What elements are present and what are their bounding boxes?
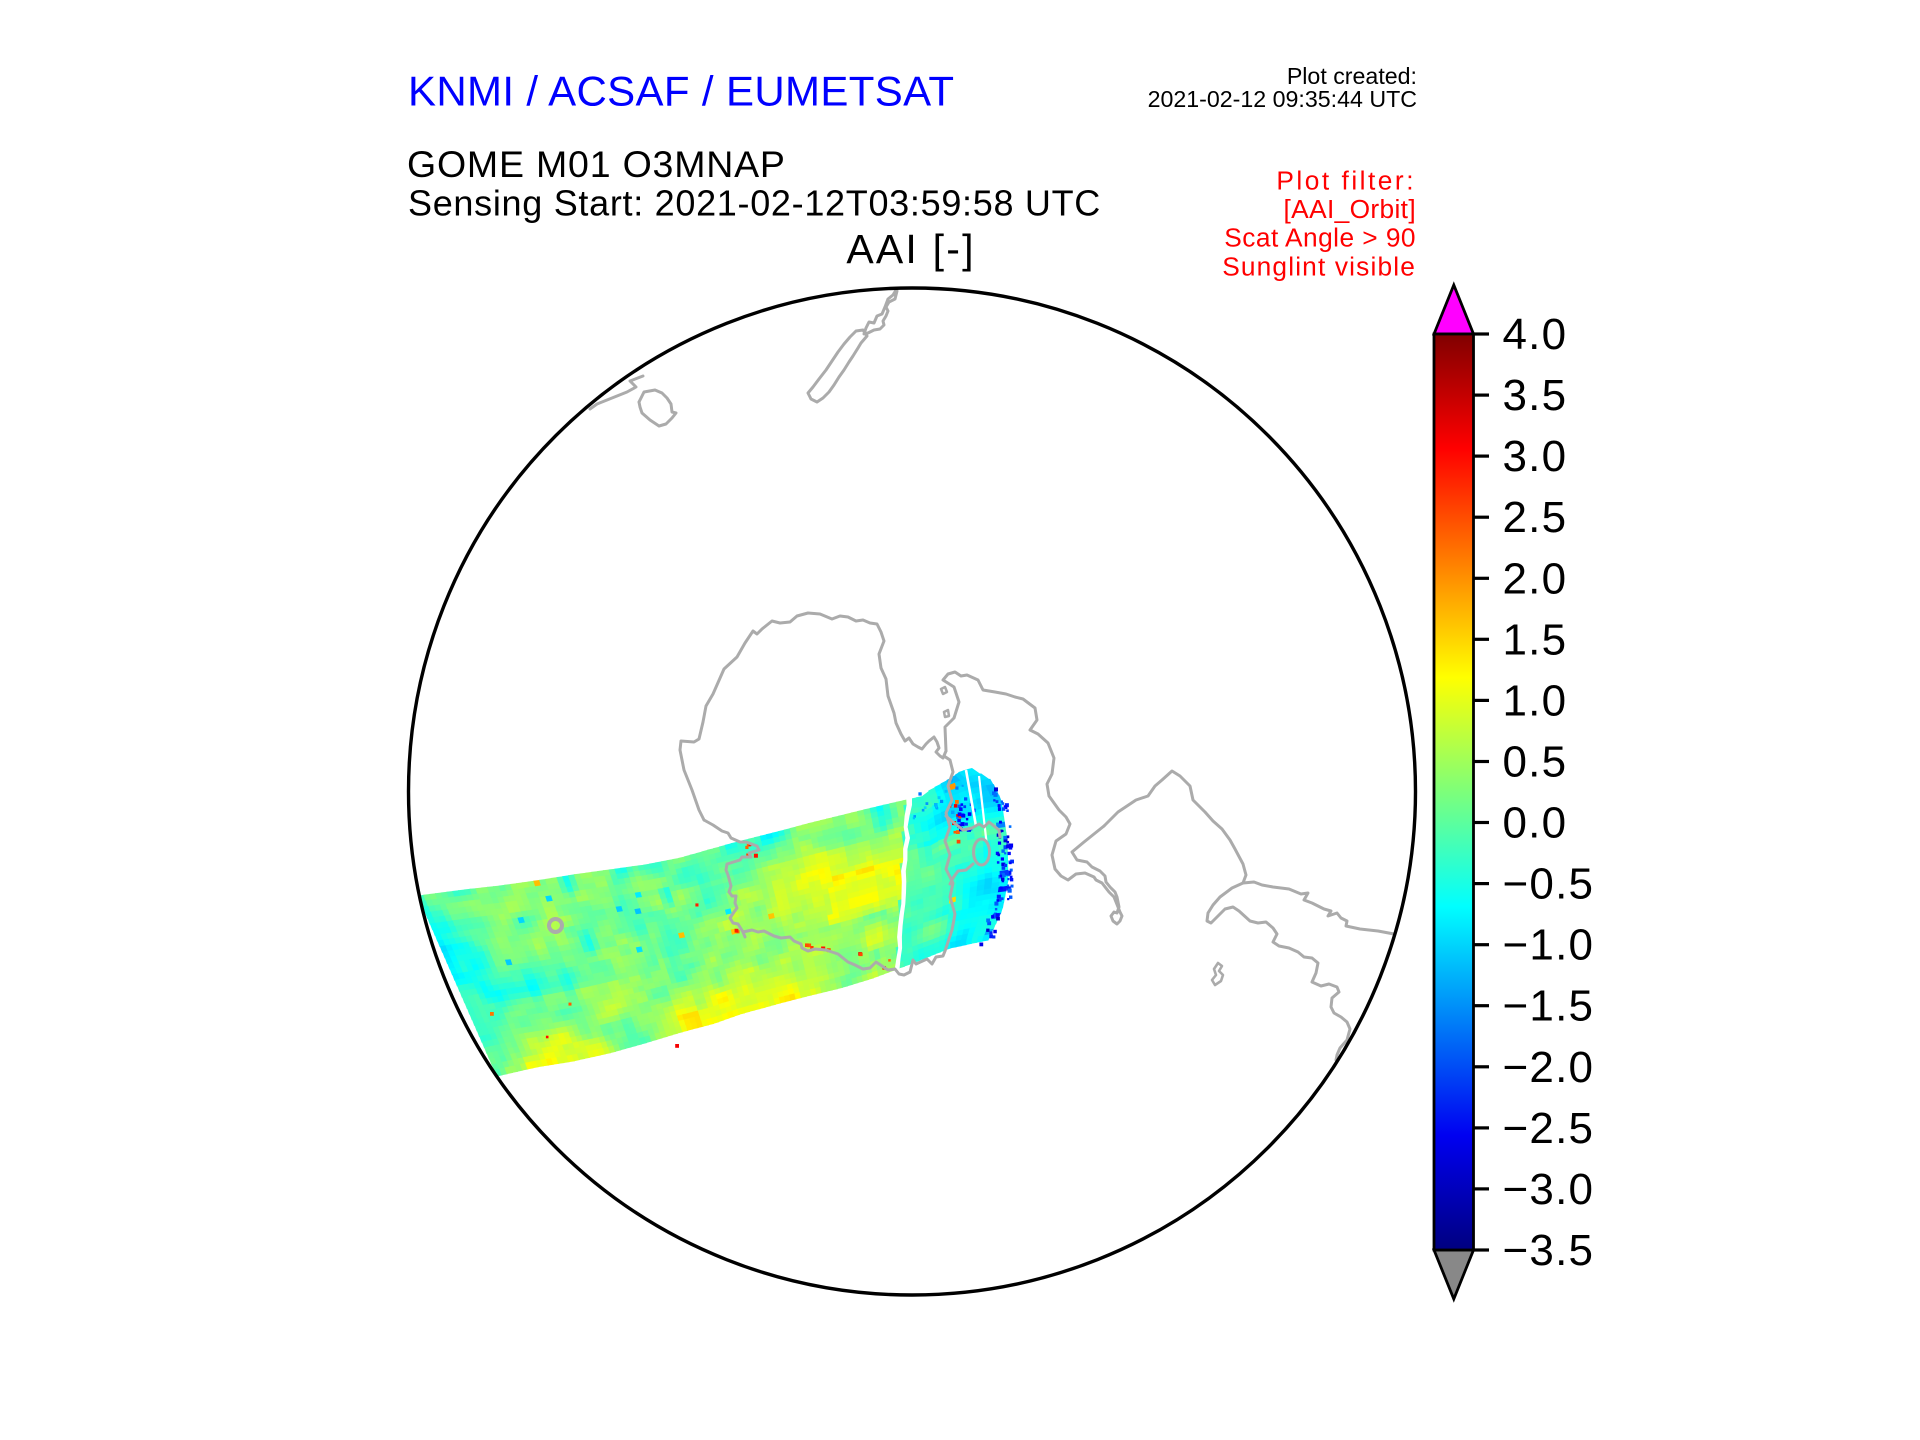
svg-text:[AAI_Orbit]: [AAI_Orbit] [1284, 194, 1416, 224]
svg-text:1.0: 1.0 [1503, 676, 1568, 725]
svg-text:−1.0: −1.0 [1503, 921, 1595, 970]
svg-text:−0.5: −0.5 [1503, 860, 1595, 909]
svg-text:Sensing Start: 2021-02-12T03:5: Sensing Start: 2021-02-12T03:59:58 UTC [408, 183, 1101, 224]
svg-text:AAI [-]: AAI [-] [846, 226, 975, 272]
svg-text:0.5: 0.5 [1503, 738, 1568, 787]
svg-text:−2.0: −2.0 [1503, 1043, 1595, 1092]
svg-text:2.5: 2.5 [1503, 493, 1568, 542]
svg-text:2021-02-12 09:35:44 UTC: 2021-02-12 09:35:44 UTC [1148, 86, 1417, 112]
svg-text:3.0: 3.0 [1503, 432, 1568, 481]
svg-text:KNMI / ACSAF / EUMETSAT: KNMI / ACSAF / EUMETSAT [408, 68, 954, 115]
svg-text:GOME M01 O3MNAP: GOME M01 O3MNAP [407, 143, 786, 185]
svg-text:2.0: 2.0 [1503, 554, 1568, 603]
svg-text:Plot filter:: Plot filter: [1276, 166, 1416, 196]
svg-text:Sunglint visible: Sunglint visible [1222, 251, 1416, 281]
svg-text:Plot created:: Plot created: [1287, 63, 1417, 89]
svg-text:−2.5: −2.5 [1503, 1104, 1595, 1153]
svg-text:Scat Angle > 90: Scat Angle > 90 [1224, 223, 1416, 253]
svg-text:0.0: 0.0 [1503, 799, 1568, 848]
svg-text:1.5: 1.5 [1503, 615, 1568, 664]
svg-text:−3.5: −3.5 [1503, 1226, 1595, 1275]
svg-text:−1.5: −1.5 [1503, 982, 1595, 1031]
svg-text:−3.0: −3.0 [1503, 1165, 1595, 1214]
svg-text:4.0: 4.0 [1503, 310, 1568, 359]
svg-text:3.5: 3.5 [1503, 371, 1568, 420]
